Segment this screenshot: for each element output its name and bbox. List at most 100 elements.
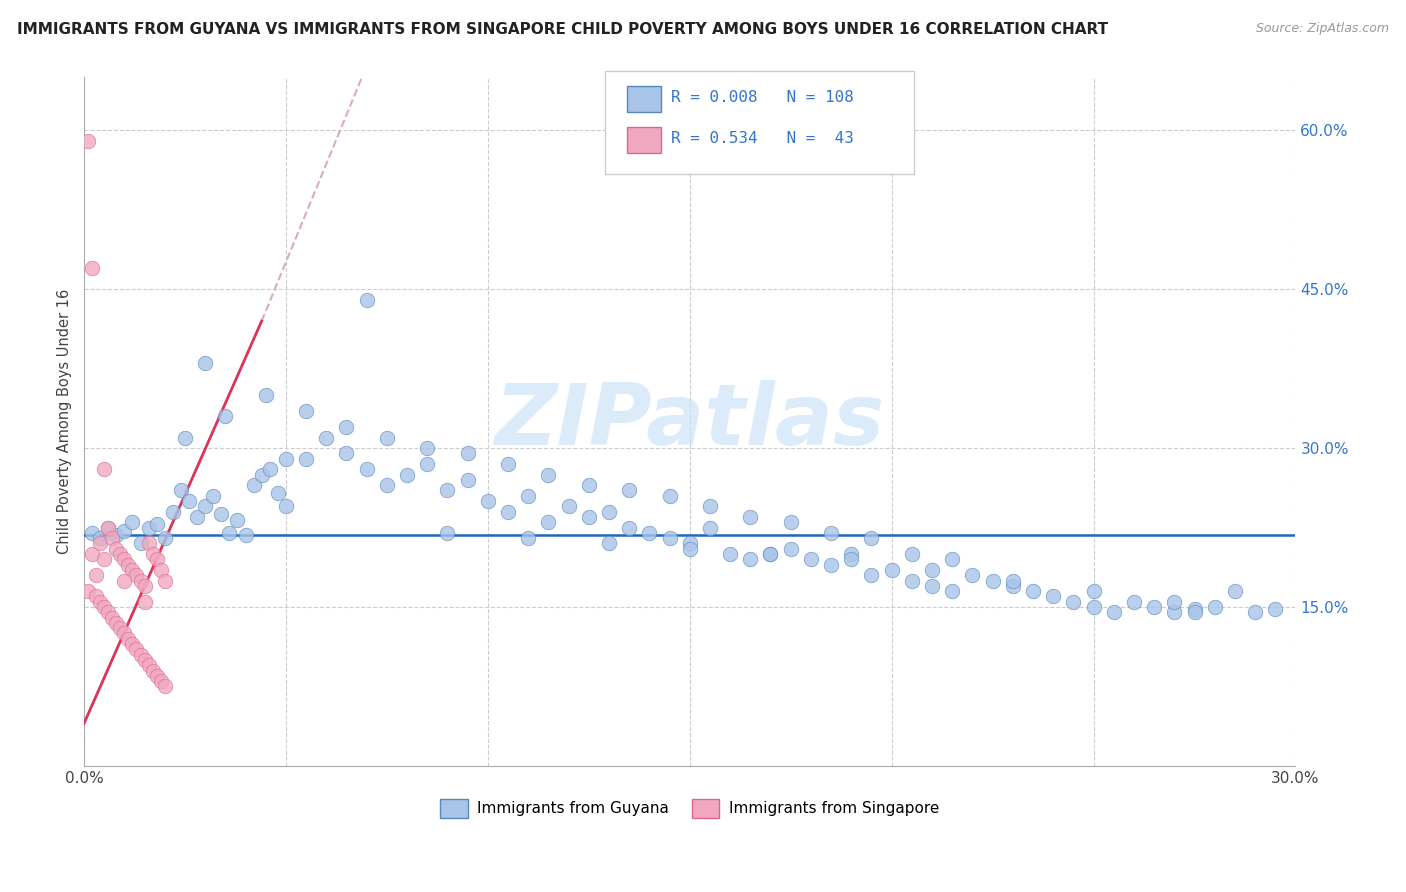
Point (880, 563, 903, 577)
Point (89, 595, 111, 609)
Text: IMMIGRANTS FROM GUYANA VS IMMIGRANTS FROM SINGAPORE CHILD POVERTY AMONG BOYS UND: IMMIGRANTS FROM GUYANA VS IMMIGRANTS FRO… (17, 22, 1108, 37)
Point (1143, 599, 1166, 614)
Point (1163, 595, 1185, 609)
Point (1042, 590, 1064, 604)
Point (194, 500, 217, 514)
Point (170, 483, 193, 498)
Point (598, 536, 620, 550)
Point (759, 547, 782, 561)
Point (699, 500, 721, 514)
Point (1184, 605, 1206, 619)
Point (209, 507, 232, 521)
Point (416, 441, 439, 455)
Point (759, 547, 782, 561)
Point (250, 467, 273, 482)
Point (436, 483, 458, 498)
Point (1083, 584, 1105, 599)
Point (149, 674, 172, 689)
Point (598, 505, 620, 519)
Point (820, 525, 842, 540)
Point (274, 451, 297, 466)
Point (77, 134, 100, 148)
Point (1204, 599, 1226, 614)
Text: R = 0.008   N = 108: R = 0.008 N = 108 (671, 90, 853, 105)
Point (496, 505, 519, 519)
Point (638, 525, 661, 540)
Point (254, 388, 277, 402)
Point (177, 494, 200, 508)
Point (962, 568, 984, 582)
Point (267, 485, 290, 500)
Point (578, 478, 600, 492)
Point (335, 420, 357, 434)
Point (740, 510, 762, 524)
Point (97, 605, 120, 619)
Point (117, 558, 139, 572)
Point (941, 552, 963, 566)
Point (134, 579, 156, 593)
Point (537, 516, 560, 530)
Point (496, 457, 519, 471)
Point (457, 473, 479, 487)
Point (129, 648, 152, 662)
Point (335, 446, 357, 460)
Point (101, 610, 124, 624)
Point (112, 626, 135, 640)
Point (153, 574, 176, 588)
Point (557, 500, 579, 514)
Point (110, 547, 132, 561)
Point (517, 531, 540, 545)
Point (1184, 602, 1206, 616)
Text: ZIPatlas: ZIPatlas (495, 380, 884, 463)
Point (860, 568, 883, 582)
Point (477, 494, 499, 508)
Point (375, 431, 398, 445)
Point (375, 478, 398, 492)
Point (315, 431, 337, 445)
Point (138, 536, 160, 550)
Point (800, 552, 823, 566)
Point (112, 524, 135, 538)
Point (89, 536, 111, 550)
Point (97, 520, 120, 534)
Point (101, 531, 124, 545)
Point (218, 525, 240, 540)
Point (1001, 574, 1024, 588)
Point (186, 510, 208, 524)
Point (77, 584, 100, 599)
Point (105, 541, 128, 556)
Point (436, 525, 458, 540)
Point (1062, 595, 1084, 609)
Point (145, 669, 167, 683)
Point (740, 552, 762, 566)
Point (80, 547, 103, 561)
Point (356, 462, 378, 476)
Point (921, 563, 943, 577)
Point (112, 574, 135, 588)
Point (981, 574, 1004, 588)
Point (901, 574, 924, 588)
Point (295, 451, 318, 466)
Point (517, 489, 540, 503)
Text: Source: ZipAtlas.com: Source: ZipAtlas.com (1256, 22, 1389, 36)
Point (457, 446, 479, 460)
Point (820, 558, 842, 572)
Point (93, 599, 115, 614)
Point (93, 462, 115, 476)
Point (356, 293, 378, 307)
Point (699, 520, 721, 534)
Point (1163, 605, 1185, 619)
Point (1102, 605, 1125, 619)
Point (274, 500, 297, 514)
Point (1022, 584, 1045, 599)
Point (941, 584, 963, 599)
Point (110, 621, 132, 635)
Point (679, 541, 702, 556)
Point (134, 653, 156, 667)
Point (89, 531, 111, 545)
Point (138, 658, 160, 673)
Point (121, 516, 143, 530)
Legend: Immigrants from Guyana, Immigrants from Singapore: Immigrants from Guyana, Immigrants from … (434, 793, 945, 823)
Point (105, 528, 128, 542)
Point (105, 615, 128, 630)
